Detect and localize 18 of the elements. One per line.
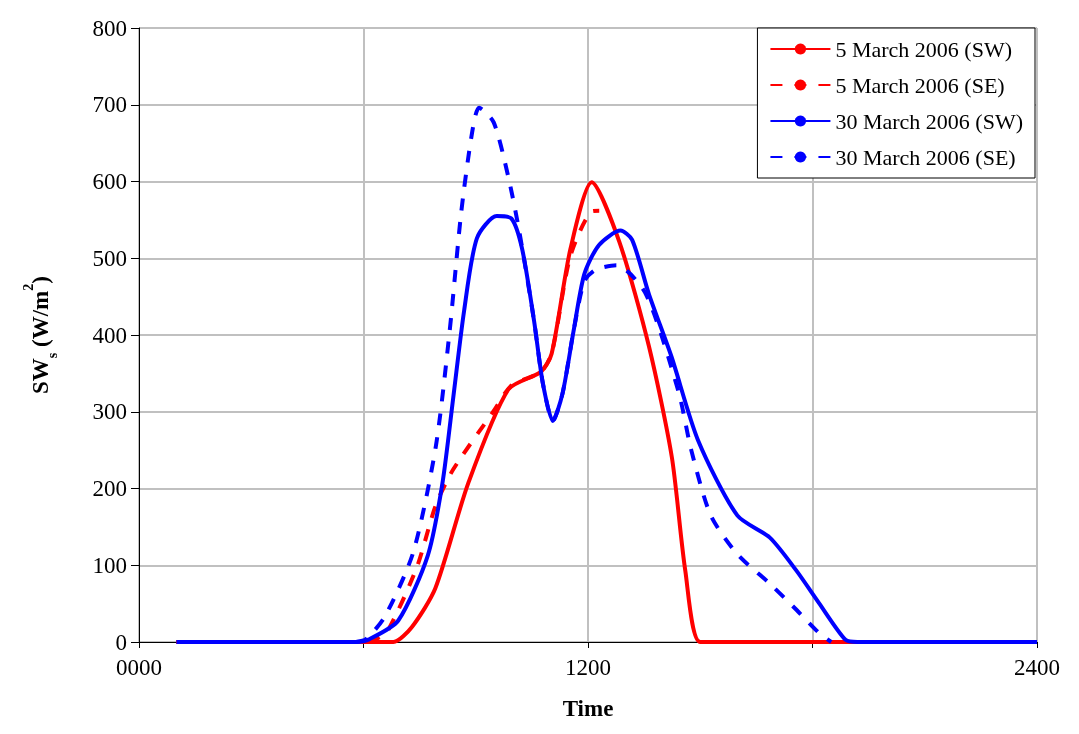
- x-tick-label: 2400: [1014, 655, 1060, 680]
- legend-label: 5 March 2006 (SW): [835, 36, 1013, 62]
- legend-label: 30 March 2006 (SE): [835, 144, 1016, 170]
- y-tick-label: 0: [115, 629, 127, 655]
- y-tick-label: 800: [92, 15, 127, 41]
- y-axis-title: SWs (W/m2): [20, 276, 60, 394]
- y-tick-label: 200: [92, 476, 127, 501]
- x-tick-label: 1200: [565, 655, 611, 680]
- x-axis-title: Time: [562, 696, 614, 721]
- y-tick-label: 300: [92, 399, 127, 425]
- x-tick-label: 0000: [116, 655, 162, 680]
- y-tick-label: 600: [92, 169, 127, 194]
- y-tick-label: 500: [92, 245, 127, 271]
- legend-label: 5 March 2006 (SE): [835, 72, 1005, 98]
- legend-label: 30 March 2006 (SW): [835, 108, 1024, 134]
- y-tick-label: 100: [92, 552, 127, 578]
- y-tick-label: 400: [92, 322, 127, 348]
- y-tick-label: 700: [92, 92, 127, 118]
